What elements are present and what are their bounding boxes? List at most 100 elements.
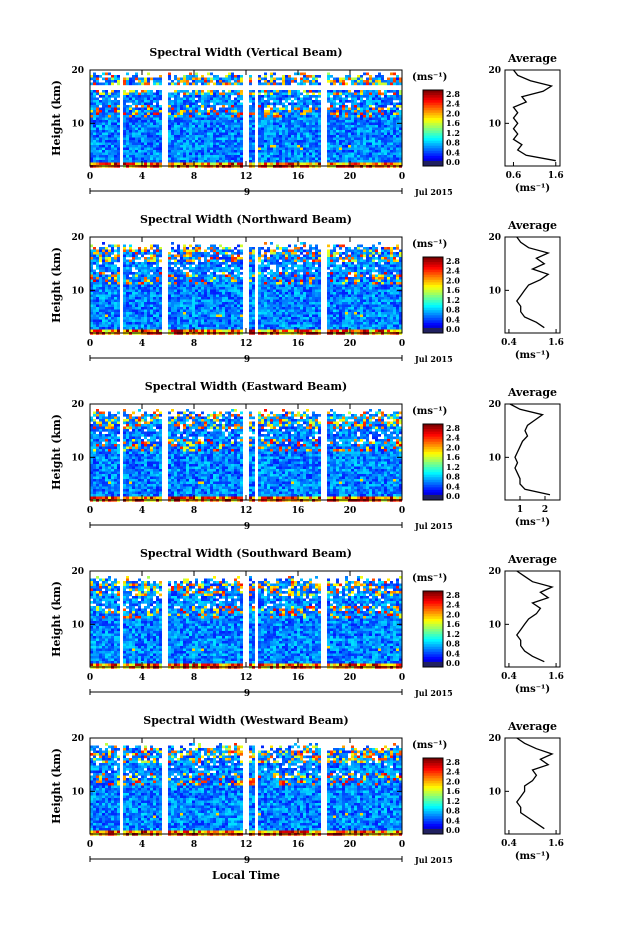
avg-y-tick-label: 10 [488, 119, 501, 129]
panel-title: Spectral Width (Vertical Beam) [149, 46, 342, 59]
colorbar-tick-label: 2.0 [446, 609, 460, 619]
average-profile-line [509, 403, 551, 496]
x-tick-label: 4 [139, 172, 145, 182]
colorbar-tick-label: 2.0 [446, 108, 460, 118]
average-frame [504, 236, 561, 334]
colorbar-frame [422, 757, 444, 835]
avg-y-tick-label: 10 [488, 787, 501, 797]
avg-x-tick-label: 1 [517, 505, 523, 515]
colorbar-tick-label: 0.8 [446, 806, 460, 816]
colorbar-unit: (ms⁻¹) [412, 72, 447, 83]
day-label: 9 [244, 856, 250, 866]
x-tick-label: 8 [191, 673, 197, 683]
avg-y-tick-label: 20 [488, 233, 501, 243]
y-tick-label: 10 [71, 119, 84, 129]
date-label: Jul 2015 [414, 187, 453, 197]
colorbar-unit: (ms⁻¹) [412, 573, 447, 584]
y-tick-label: 20 [71, 233, 84, 243]
colorbar-tick-label: 1.6 [446, 452, 460, 462]
x-tick-label: 12 [240, 673, 253, 683]
avg-y-tick-label: 20 [488, 66, 501, 76]
colorbar-tick-label: 0.0 [446, 825, 460, 835]
avg-x-tick-label: 1.6 [548, 171, 564, 181]
avg-y-tick-label: 20 [488, 567, 501, 577]
colorbar-tick-label: 2.8 [446, 256, 460, 266]
average-unit: (ms⁻¹) [515, 684, 550, 695]
x-tick-label: 0 [87, 840, 93, 850]
colorbar-tick-label: 1.2 [446, 128, 460, 138]
y-tick-label: 10 [71, 453, 84, 463]
x-axis-label: Local Time [212, 869, 280, 882]
x-tick-label: 0 [399, 840, 405, 850]
average-frame [504, 737, 561, 835]
x-tick-label: 8 [191, 840, 197, 850]
avg-x-tick-label: 0.6 [506, 171, 522, 181]
x-tick-label: 20 [344, 506, 357, 516]
y-axis-label: Height (km) [50, 748, 63, 824]
colorbar [422, 256, 444, 334]
colorbar-tick-label: 0.4 [446, 815, 460, 825]
x-tick-label: 16 [292, 172, 305, 182]
colorbar [422, 423, 444, 501]
avg-y-tick-label: 10 [488, 620, 501, 630]
panel-3: Spectral Width (Eastward Beam)2010Height… [50, 380, 561, 532]
avg-x-tick-label: 1.6 [548, 839, 564, 849]
date-label: Jul 2015 [414, 855, 453, 865]
x-tick-label: 0 [87, 673, 93, 683]
panel-title: Spectral Width (Westward Beam) [143, 714, 348, 727]
colorbar-frame [422, 256, 444, 334]
average-profile-line [515, 236, 551, 329]
y-tick-label: 10 [71, 787, 84, 797]
colorbar-tick-label: 2.4 [446, 767, 460, 777]
x-tick-label: 16 [292, 339, 305, 349]
average-unit: (ms⁻¹) [515, 350, 550, 361]
average-frame [504, 403, 561, 501]
x-tick-label: 12 [240, 339, 253, 349]
x-tick-label: 16 [292, 840, 305, 850]
colorbar-tick-label: 0.4 [446, 314, 460, 324]
average-title: Average [507, 52, 557, 65]
colorbar-tick-label: 2.8 [446, 757, 460, 767]
average-title: Average [507, 720, 557, 733]
colorbar-tick-label: 1.2 [446, 629, 460, 639]
average-unit: (ms⁻¹) [515, 183, 550, 194]
x-tick-label: 12 [240, 172, 253, 182]
date-label: Jul 2015 [414, 521, 453, 531]
y-axis-label: Height (km) [50, 581, 63, 657]
x-tick-label: 12 [240, 840, 253, 850]
colorbar-unit: (ms⁻¹) [412, 406, 447, 417]
avg-x-tick-label: 0.4 [501, 839, 517, 849]
y-tick-label: 20 [71, 66, 84, 76]
avg-y-tick-label: 10 [488, 286, 501, 296]
colorbar-tick-label: 0.8 [446, 305, 460, 315]
colorbar-frame [422, 89, 444, 167]
x-tick-label: 0 [399, 172, 405, 182]
x-tick-label: 4 [139, 339, 145, 349]
colorbar [422, 590, 444, 668]
x-tick-label: 0 [399, 506, 405, 516]
panel-4: Spectral Width (Southward Beam) 20 10 Heigh… [50, 547, 564, 699]
colorbar-tick-label: 0.0 [446, 658, 460, 668]
x-tick-label: 8 [191, 172, 197, 182]
y-tick-label: 20 [71, 734, 84, 744]
colorbar-tick-label: 2.0 [446, 776, 460, 786]
x-tick-label: 20 [344, 339, 357, 349]
colorbar-tick-label: 1.2 [446, 462, 460, 472]
colorbar-tick-label: 2.8 [446, 590, 460, 600]
average-frame [504, 570, 561, 668]
colorbar-unit: (ms⁻¹) [412, 239, 447, 250]
colorbar-tick-label: 2.4 [446, 266, 460, 276]
panel-5: Spectral Width (Westward Beam) 20 10 Height… [50, 714, 564, 866]
y-tick-label: 20 [71, 400, 84, 410]
colorbar-tick-label: 2.8 [446, 89, 460, 99]
colorbar-frame [422, 423, 444, 501]
day-label: 9 [244, 689, 250, 699]
colorbar-tick-label: 0.0 [446, 157, 460, 167]
x-tick-label: 8 [191, 506, 197, 516]
colorbar-tick-label: 2.4 [446, 600, 460, 610]
colorbar-tick-label: 2.8 [446, 423, 460, 433]
avg-x-tick-label: 1.6 [548, 672, 564, 682]
date-label: Jul 2015 [414, 354, 453, 364]
colorbar-tick-label: 1.6 [446, 619, 460, 629]
colorbar-frame [422, 590, 444, 668]
